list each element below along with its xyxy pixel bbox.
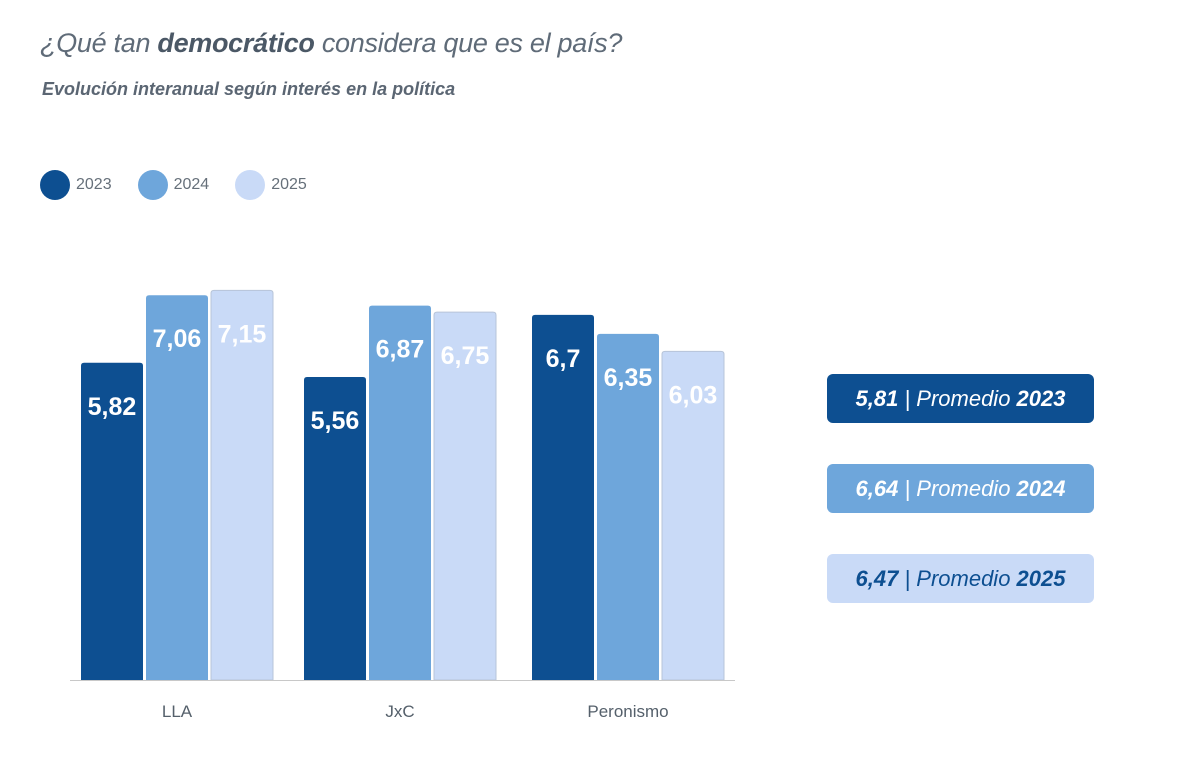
bar-label-JxC-2023: 5,56: [311, 407, 360, 435]
bar-LLA-2025: [210, 289, 274, 681]
bar-JxC-2023: [304, 376, 366, 680]
bar-Peronismo-2024: [597, 333, 659, 680]
average-badge-2024: 6,64 | Promedio 2024: [827, 464, 1094, 513]
bar-label-Peronismo-2025: 6,03: [669, 381, 718, 409]
legend-item-2024: 2024: [137, 170, 209, 200]
bar-label-LLA-2025: 7,15: [218, 320, 267, 348]
category-label: Peronismo: [587, 702, 668, 721]
bar-LLA-2023: [81, 362, 143, 680]
legend-item-2025: 2025: [235, 170, 307, 200]
bar-label-Peronismo-2024: 6,35: [604, 364, 653, 392]
bar-label-JxC-2024: 6,87: [376, 336, 425, 364]
bar-JxC-2025: [433, 311, 497, 681]
chart-title: ¿Qué tan democrático considera que es el…: [40, 28, 623, 58]
bar-JxC-2024: [369, 305, 431, 680]
legend-dot: [40, 170, 70, 200]
average-badge-2025: 6,47 | Promedio 2025: [827, 554, 1094, 603]
legend-dot: [235, 170, 266, 200]
chart-subtitle: Evolución interanual según interés en la…: [42, 79, 456, 99]
bar-Peronismo-2025: [661, 350, 725, 681]
bar-LLA-2024: [146, 295, 208, 680]
bar-label-LLA-2024: 7,06: [153, 325, 202, 353]
bar-label-LLA-2023: 5,82: [88, 393, 137, 421]
category-label: LLA: [162, 702, 193, 721]
bar-label-JxC-2025: 6,75: [441, 342, 490, 370]
legend-item-2023: 2023: [40, 170, 112, 200]
legend-dot: [137, 170, 168, 200]
category-label: JxC: [385, 702, 414, 721]
bar-label-Peronismo-2023: 6,7: [546, 345, 581, 373]
average-badge-2023: 5,81 | Promedio 2023: [827, 374, 1094, 423]
legend: 2023 2024 2025: [40, 170, 333, 200]
bar-Peronismo-2023: [532, 314, 594, 680]
